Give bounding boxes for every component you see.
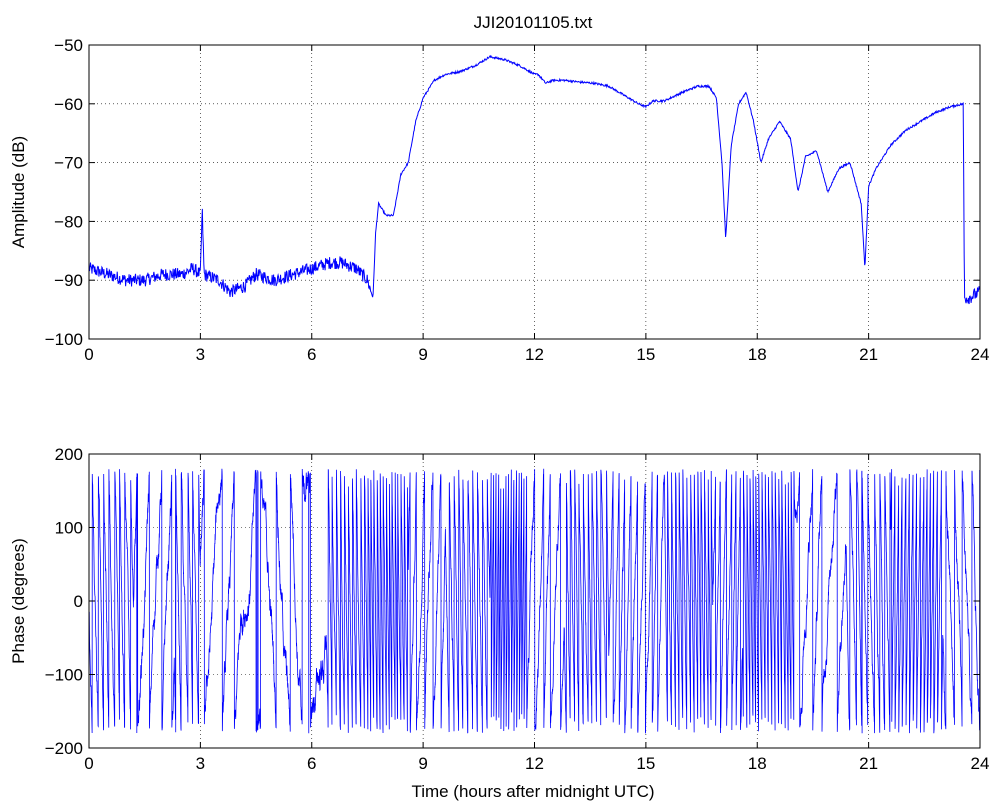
amplitude-xtick-label: 0: [84, 345, 93, 364]
amplitude-ytick-label: −70: [54, 154, 83, 173]
amplitude-plot: JJI20101105.txt Amplitude (dB) 0 3 6 9 12 15 1…: [9, 13, 989, 364]
phase-ytick-label: 0: [74, 592, 83, 611]
time-axis-label: Time (hours after midnight UTC): [411, 782, 654, 801]
amplitude-ytick-label: −90: [54, 271, 83, 290]
phase-xtick-label: 21: [859, 754, 878, 773]
phase-xtick-label: 9: [418, 754, 427, 773]
phase-series-path: [88, 468, 981, 734]
amplitude-xtick-label: 18: [748, 345, 767, 364]
amplitude-series-path: [88, 54, 981, 305]
amplitude-xtick-label: 12: [525, 345, 544, 364]
amplitude-xtick-label: 9: [418, 345, 427, 364]
phase-xtick-label: 3: [196, 754, 205, 773]
phase-ytick-label: 100: [55, 519, 83, 538]
phase-plot: Phase (degrees) Time (hours after midnig…: [9, 445, 989, 801]
amplitude-axis-label: Amplitude (dB): [9, 136, 28, 248]
amplitude-plot-title: JJI20101105.txt: [474, 13, 593, 32]
phase-xtick-label: 12: [525, 754, 544, 773]
phase-xtick-label: 0: [84, 754, 93, 773]
amplitude-xtick-label: 24: [971, 345, 990, 364]
phase-xtick-label: 24: [971, 754, 990, 773]
amplitude-ytick-label: −60: [54, 95, 83, 114]
phase-xtick-label: 18: [748, 754, 767, 773]
phase-xtick-label: 15: [636, 754, 655, 773]
amplitude-xtick-label: 15: [636, 345, 655, 364]
amplitude-ytick-label: −100: [45, 330, 83, 349]
phase-ytick-label: 200: [55, 445, 83, 464]
amplitude-grid: [89, 45, 980, 339]
phase-axis-ticks: 0 3 6 9 12 15 18 21 24 −200 −100 0 100 200: [45, 445, 990, 773]
phase-ytick-label: −200: [45, 739, 83, 758]
phase-axis-label: Phase (degrees): [9, 538, 28, 664]
amplitude-xtick-label: 6: [307, 345, 316, 364]
phase-axes-frame: [88, 453, 981, 749]
phase-series-line: [88, 468, 981, 734]
amplitude-axes-frame: [88, 44, 981, 340]
amplitude-ytick-label: −50: [54, 36, 83, 55]
amplitude-xtick-label: 21: [859, 345, 878, 364]
amplitude-ytick-label: −80: [54, 212, 83, 231]
amplitude-xtick-label: 3: [196, 345, 205, 364]
phase-ytick-label: −100: [45, 666, 83, 685]
amplitude-axis-ticks: 0 3 6 9 12 15 18 21 24 −100 −90 −80 −70 −60 −50: [45, 36, 990, 364]
phase-xtick-label: 6: [307, 754, 316, 773]
amplitude-series-line: [88, 54, 981, 305]
